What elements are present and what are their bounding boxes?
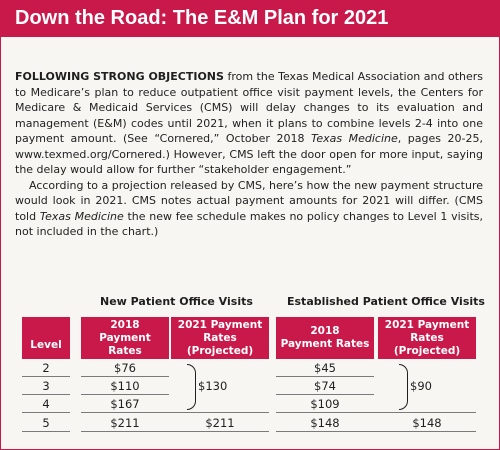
header-new-2018-line1: 2018 (110, 318, 140, 331)
header-new-2018: 2018 Payment Rates (81, 317, 169, 359)
paragraph-1: FOLLOWING STRONG OBJECTIONS from the Tex… (15, 69, 483, 178)
article-body: FOLLOWING STRONG OBJECTIONS from the Tex… (15, 69, 483, 240)
row-divider (81, 431, 269, 432)
new-2018-cell: $167 (110, 397, 140, 411)
header-new-2021: 2021 Payment Rates (Projected) (171, 317, 269, 359)
levels-2-4-brace (399, 364, 408, 410)
header-est-2018-line2: Payment Rates (280, 338, 370, 350)
est-2018-cell: $45 (314, 361, 336, 375)
new-patient-title: New Patient Office Visits (100, 295, 253, 308)
est-2021-level5-cell: $148 (412, 416, 442, 430)
publication-name: Texas Medicine (310, 132, 398, 145)
paragraph-2-end: the new fee schedule makes no policy cha… (15, 209, 484, 239)
est-2018-cell: $148 (310, 416, 340, 430)
row-divider (22, 394, 70, 395)
row-divider (22, 376, 70, 377)
box-title: Down the Road: The E&M Plan for 2021 (15, 7, 389, 29)
row-divider (81, 394, 169, 395)
est-2021-combined-cell: $90 (410, 379, 432, 393)
header-new-2021-line2: Rates (Projected) (186, 331, 254, 357)
header-new-2018-line2: Payment Rates (99, 331, 151, 357)
new-2021-level5-cell: $211 (205, 416, 235, 430)
est-2018-cell: $74 (314, 379, 336, 393)
row-divider (22, 431, 70, 432)
header-est-2018-line1: 2018 (310, 325, 340, 337)
established-patient-title: Established Patient Office Visits (287, 295, 485, 308)
header-new-2021-line1: 2021 Payment (177, 318, 263, 331)
new-2021-combined-cell: $130 (198, 379, 228, 393)
new-2018-cell: $110 (110, 379, 140, 393)
title-banner: Down the Road: The E&M Plan for 2021 (1, 1, 499, 37)
header-est-2021-line1: 2021 Payment (384, 318, 470, 331)
level-cell: 5 (42, 416, 50, 430)
row-divider (276, 394, 374, 395)
new-2018-cell: $211 (110, 416, 140, 430)
paragraph-2: According to a projection released by CM… (15, 178, 483, 240)
paragraph-1-text: from the Texas Medical Association and o… (15, 70, 484, 145)
level-cell: 3 (42, 379, 50, 393)
new-2018-cell: $76 (114, 361, 136, 375)
header-level: Level (22, 317, 70, 359)
row-divider (276, 431, 476, 432)
row-divider (276, 376, 374, 377)
level-cell: 2 (42, 361, 50, 375)
row-divider (22, 412, 70, 413)
paragraph-1-end: , pages 20-25, www.texmed.org/Cornered.)… (15, 132, 484, 176)
header-est-2018: 2018 Payment Rates (276, 317, 374, 359)
row-divider (81, 376, 169, 377)
header-est-2021-line2: Rates (Projected) (393, 331, 461, 357)
paragraph-2-text: According to a projection released by CM… (15, 178, 483, 223)
row-divider (81, 412, 269, 413)
header-est-2021: 2021 Payment Rates (Projected) (378, 317, 476, 359)
publication-name: Texas Medicine (39, 209, 124, 223)
row-divider (276, 412, 476, 413)
est-2018-cell: $109 (310, 397, 340, 411)
level-cell: 4 (42, 397, 50, 411)
levels-2-4-brace (187, 364, 196, 410)
header-level-label: Level (30, 338, 62, 351)
lead-in: FOLLOWING STRONG OBJECTIONS (15, 70, 224, 83)
